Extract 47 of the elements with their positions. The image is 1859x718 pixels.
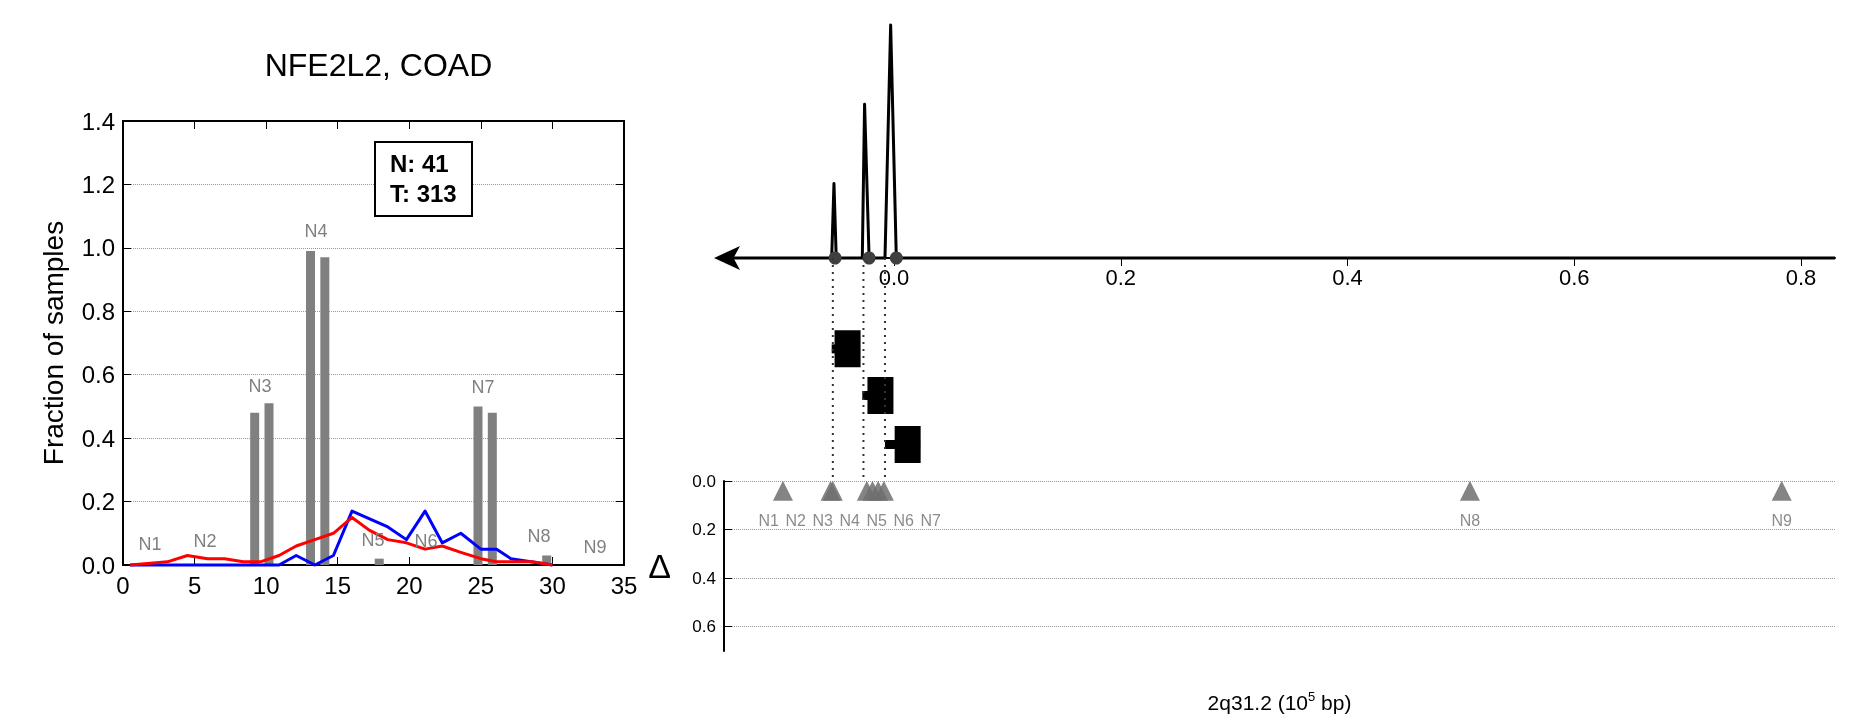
annotation: N5 (361, 530, 385, 550)
x-tick-label: 25 (467, 571, 495, 599)
y-tick-label: 0.4 (81, 424, 115, 452)
x-tick-label: 0.8 (1785, 264, 1817, 290)
y-tick-label: 0.0 (81, 551, 115, 579)
data-label: N7 (920, 512, 941, 530)
data-label: N3 (812, 512, 833, 530)
data-label: N8 (1459, 512, 1481, 530)
data-label: N9 (1771, 512, 1793, 530)
data-label: N4 (839, 512, 860, 530)
x-tick-label: 20 (395, 571, 423, 599)
annotation: N9 (583, 537, 607, 557)
y-tick-label: 1.0 (81, 234, 115, 262)
data-label: N2 (785, 512, 806, 530)
annotation: N4 (304, 221, 328, 241)
y-tick-label: 1.4 (81, 107, 115, 135)
annotation: N7 (471, 377, 495, 397)
y-tick-label: 0.6 (81, 361, 115, 389)
y-tick-label: 0.8 (81, 297, 115, 325)
data-label: N6 (893, 512, 914, 530)
annotation: N3 (248, 376, 272, 396)
y-axis-title: Fraction of samples (37, 220, 69, 466)
annotation: N6 (414, 531, 438, 551)
x-tick-label: 15 (324, 571, 352, 599)
x-tick-label: 10 (252, 571, 280, 599)
x-tick-label: 0.0 (878, 264, 910, 290)
x-tick-label: 30 (539, 571, 566, 599)
data-label: N1 (758, 512, 779, 530)
x-tick-label: 35 (610, 571, 638, 599)
annotation: T: 313 (390, 179, 457, 209)
y-tick-label: 0.6 (692, 617, 716, 637)
annotation: N8 (527, 526, 551, 546)
y-tick-label: 0.2 (692, 520, 716, 540)
x-tick-label: 5 (187, 571, 202, 599)
y-axis-title: Δ (648, 547, 671, 585)
x-tick-label: 0 (116, 571, 130, 599)
y-tick-label: 0.0 (692, 471, 716, 491)
annotation: N1 (138, 534, 162, 554)
data-label: N5 (866, 512, 887, 530)
x-tick-label: 0.2 (1105, 264, 1137, 290)
annotation: N2 (193, 531, 217, 551)
x-tick-label: 0.6 (1558, 264, 1590, 290)
annotation: N: 41 (390, 149, 450, 179)
chart-title: NFE2L2, COAD (264, 47, 493, 83)
x-tick-label: 0.4 (1332, 264, 1363, 290)
y-tick-label: 0.2 (81, 488, 115, 516)
y-tick-label: 1.2 (81, 170, 115, 198)
